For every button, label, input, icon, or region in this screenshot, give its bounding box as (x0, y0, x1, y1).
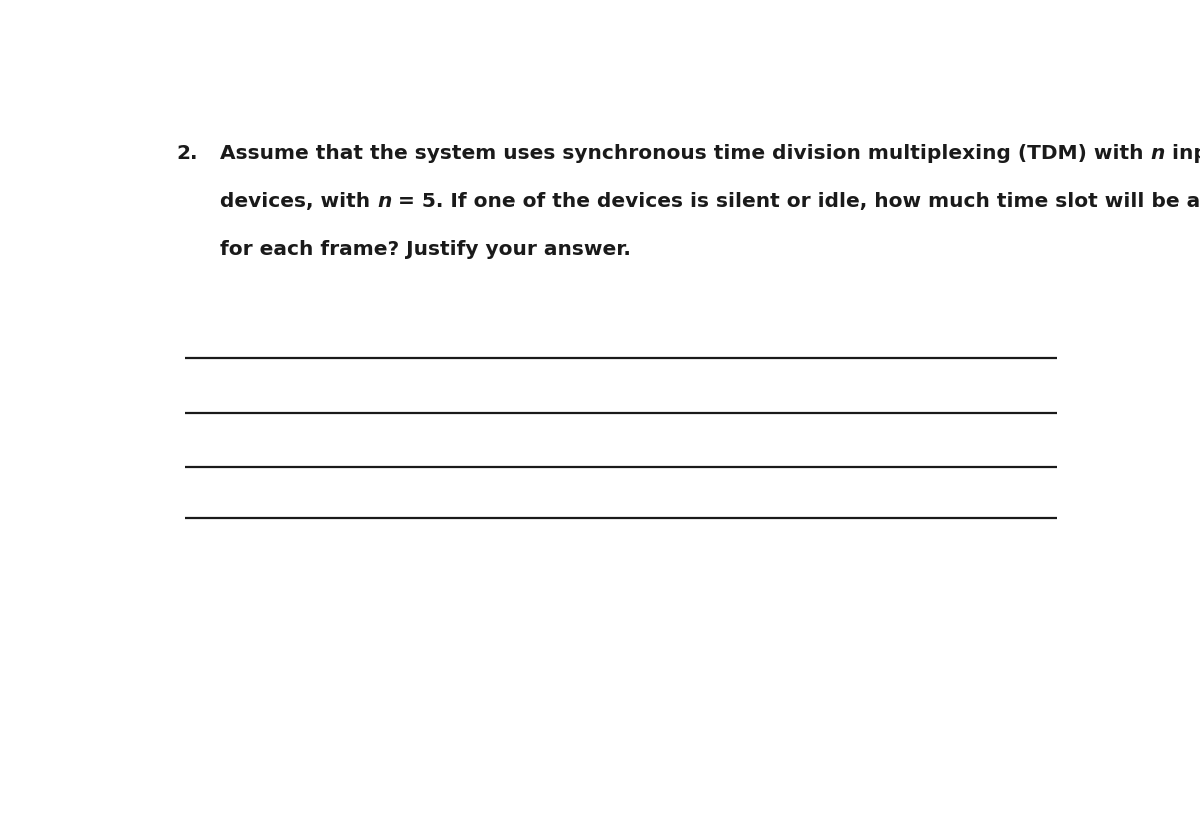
Text: = 5. If one of the devices is silent or idle, how much time slot will be allocat: = 5. If one of the devices is silent or … (391, 193, 1200, 212)
Text: Assume that the system uses synchronous time division multiplexing (TDM) with: Assume that the system uses synchronous … (220, 144, 1151, 164)
Text: n: n (377, 193, 391, 212)
Text: devices, with: devices, with (220, 193, 377, 212)
Text: input: input (1165, 144, 1200, 164)
Text: for each frame? Justify your answer.: for each frame? Justify your answer. (220, 240, 631, 259)
Text: n: n (1151, 144, 1165, 164)
Text: 2.: 2. (176, 144, 198, 164)
